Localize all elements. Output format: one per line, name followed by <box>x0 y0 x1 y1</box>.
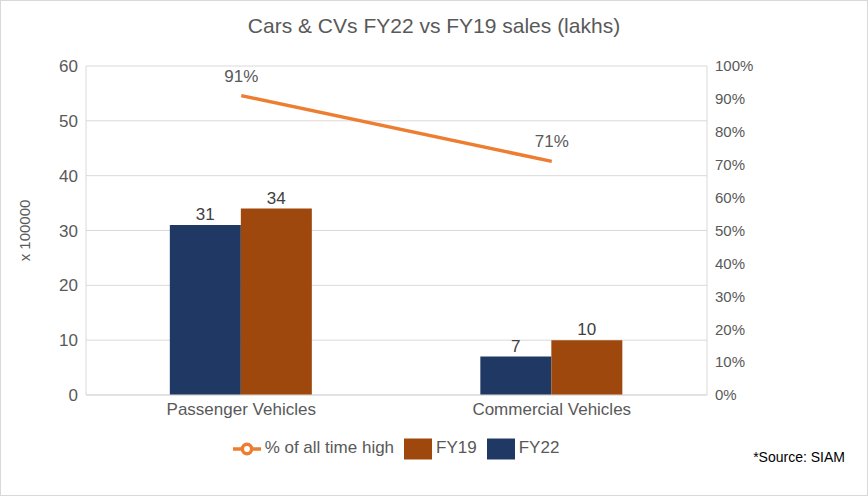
svg-text:80%: 80% <box>715 123 745 140</box>
svg-text:60: 60 <box>59 57 78 76</box>
svg-text:50%: 50% <box>715 222 745 239</box>
svg-text:40%: 40% <box>715 255 745 272</box>
html-text:FY22: FY22 <box>518 438 560 458</box>
svg-text:40: 40 <box>59 167 78 186</box>
svg-text:30: 30 <box>59 222 78 241</box>
svg-text:20%: 20% <box>715 321 745 338</box>
svg-text:0: 0 <box>69 386 78 405</box>
svg-text:100%: 100% <box>715 57 753 74</box>
svg-text:70%: 70% <box>715 156 745 173</box>
svg-text:60%: 60% <box>715 189 745 206</box>
svg-text:Commercial Vehicles: Commercial Vehicles <box>472 400 631 419</box>
svg-text:34: 34 <box>267 189 286 208</box>
svg-text:x 100000: x 100000 <box>16 200 33 262</box>
svg-text:0%: 0% <box>715 386 737 403</box>
svg-text:10: 10 <box>59 331 78 350</box>
html-text:% of all time high: % of all time high <box>264 438 395 458</box>
svg-text:71%: 71% <box>535 132 569 151</box>
html-text:Cars & CVs FY22 vs FY19 sales: Cars & CVs FY22 vs FY19 sales (lakhs) <box>247 14 621 37</box>
svg-text:Passenger Vehicles: Passenger Vehicles <box>167 400 316 419</box>
svg-text:90%: 90% <box>715 90 745 107</box>
html-text:FY19: FY19 <box>436 438 477 458</box>
svg-text:30%: 30% <box>715 288 745 305</box>
svg-text:10%: 10% <box>715 353 745 370</box>
svg-text:7: 7 <box>511 337 520 356</box>
svg-text:91%: 91% <box>224 67 258 86</box>
html-text:*Source: SIAM: *Source: SIAM <box>753 449 845 465</box>
svg-text:20: 20 <box>59 276 78 295</box>
svg-text:10: 10 <box>577 320 596 339</box>
svg-text:31: 31 <box>196 205 215 224</box>
svg-text:50: 50 <box>59 112 78 131</box>
